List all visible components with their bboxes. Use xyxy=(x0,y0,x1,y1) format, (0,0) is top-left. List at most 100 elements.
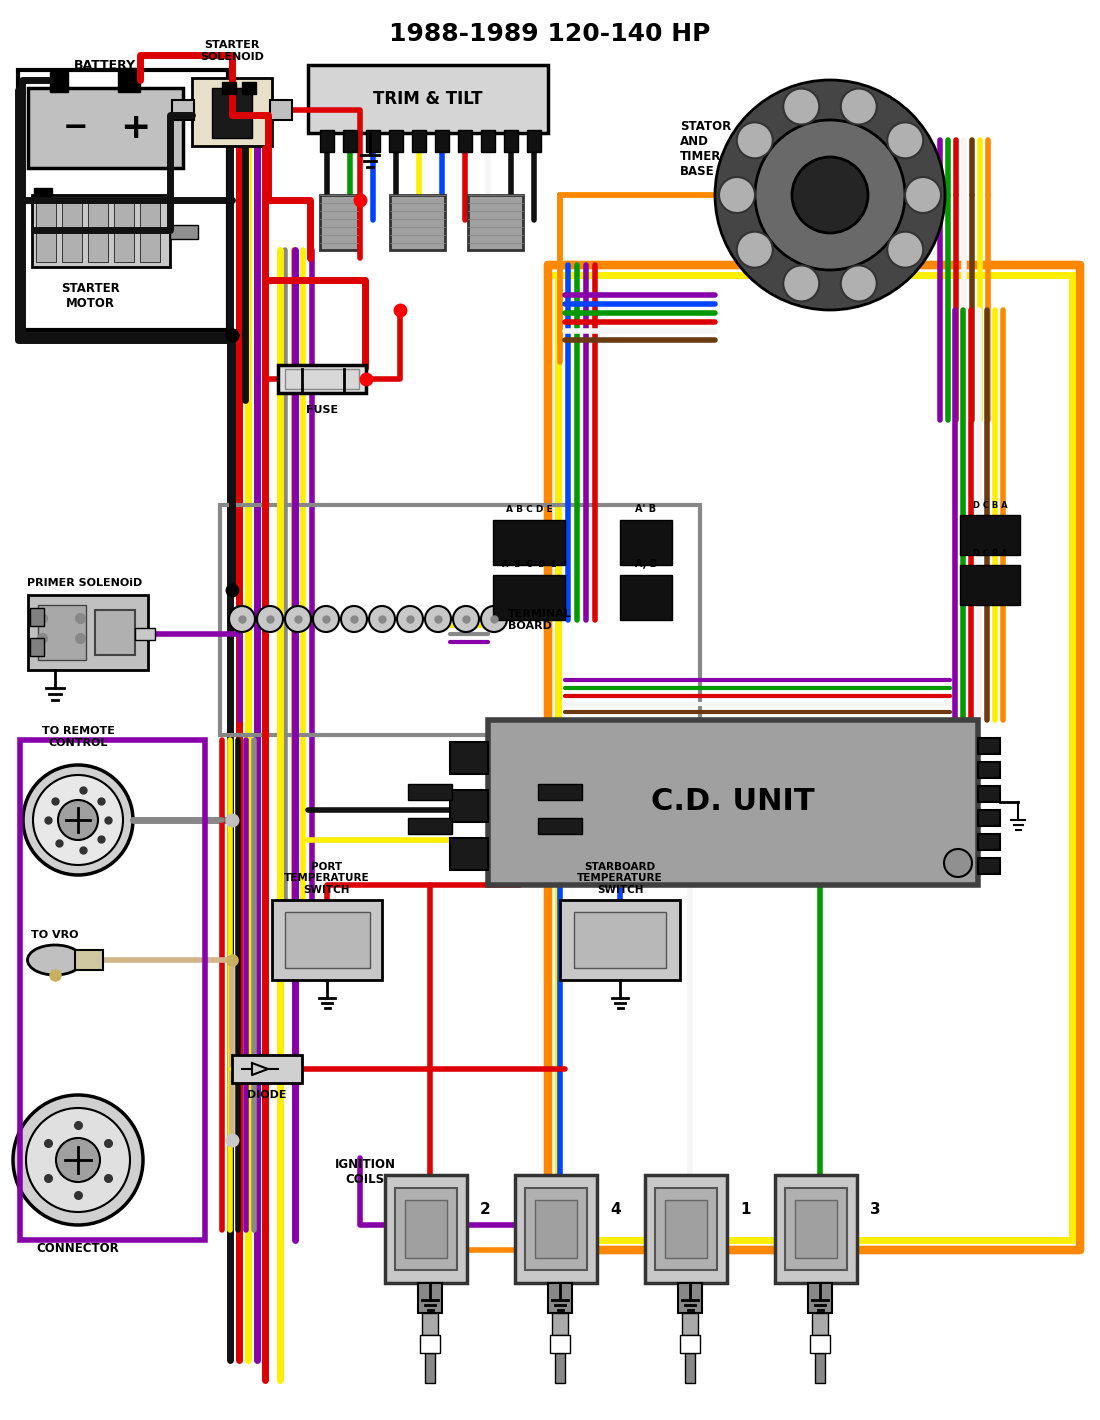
Text: DIODE: DIODE xyxy=(248,1091,287,1100)
Circle shape xyxy=(737,122,773,159)
Bar xyxy=(808,1284,832,1314)
Bar xyxy=(75,950,103,970)
Bar xyxy=(556,1353,565,1383)
Text: 2: 2 xyxy=(480,1203,491,1217)
Text: TRIM & TILT: TRIM & TILT xyxy=(373,89,483,108)
Circle shape xyxy=(425,606,451,632)
Text: STARBOARD
TEMPERATURE
SWITCH: STARBOARD TEMPERATURE SWITCH xyxy=(578,862,663,895)
Bar xyxy=(390,195,446,250)
Bar xyxy=(810,1335,830,1353)
Text: D C B A: D C B A xyxy=(972,550,1008,558)
Circle shape xyxy=(888,122,923,159)
Bar xyxy=(978,809,1000,826)
Text: 1988-1989 120-140 HP: 1988-1989 120-140 HP xyxy=(389,21,711,45)
Circle shape xyxy=(314,606,339,632)
Text: BATTERY: BATTERY xyxy=(74,60,136,72)
Bar xyxy=(422,1314,438,1335)
Circle shape xyxy=(33,775,123,865)
Circle shape xyxy=(944,849,972,878)
Text: TERMINAL
BOARD: TERMINAL BOARD xyxy=(508,609,572,630)
Text: TO VRO: TO VRO xyxy=(31,930,79,940)
Circle shape xyxy=(23,765,133,875)
Circle shape xyxy=(397,606,424,632)
Bar xyxy=(278,365,366,393)
Bar xyxy=(978,834,1000,851)
Bar xyxy=(28,88,183,168)
Bar xyxy=(450,743,488,774)
Bar xyxy=(62,200,82,263)
Bar xyxy=(552,1314,568,1335)
Circle shape xyxy=(840,266,877,301)
Bar xyxy=(960,565,1020,605)
Bar xyxy=(776,1174,857,1284)
Bar xyxy=(395,1189,456,1269)
Ellipse shape xyxy=(28,944,82,976)
Bar xyxy=(450,790,488,822)
Bar xyxy=(172,99,194,121)
Text: A, B: A, B xyxy=(635,559,657,569)
Bar xyxy=(620,520,672,565)
Text: CONNECTOR: CONNECTOR xyxy=(36,1242,120,1255)
Text: STARTER
MOTOR: STARTER MOTOR xyxy=(60,283,120,310)
Text: 1: 1 xyxy=(740,1203,750,1217)
Bar xyxy=(666,1200,707,1258)
Bar xyxy=(272,900,382,980)
Text: PRIMER SOLENOiD: PRIMER SOLENOiD xyxy=(28,578,143,588)
Bar xyxy=(140,200,159,263)
Circle shape xyxy=(285,606,311,632)
Text: −: − xyxy=(63,114,88,142)
Circle shape xyxy=(783,266,820,301)
Bar xyxy=(815,1353,825,1383)
Text: A' B: A' B xyxy=(636,504,657,514)
Circle shape xyxy=(341,606,367,632)
Bar xyxy=(654,1189,717,1269)
Bar xyxy=(408,784,452,799)
Bar xyxy=(285,912,370,968)
Text: TO REMOTE
CONTROL: TO REMOTE CONTROL xyxy=(42,727,114,748)
Bar xyxy=(682,1314,698,1335)
Bar xyxy=(493,575,565,621)
Bar xyxy=(30,608,44,626)
Text: PORT
TEMPERATURE
SWITCH: PORT TEMPERATURE SWITCH xyxy=(284,862,370,895)
Bar xyxy=(343,131,358,152)
Circle shape xyxy=(840,88,877,125)
Bar xyxy=(450,838,488,870)
Bar xyxy=(385,1174,468,1284)
Bar xyxy=(548,1284,572,1314)
Bar xyxy=(118,68,140,92)
Bar xyxy=(28,595,148,670)
Bar xyxy=(645,1174,727,1284)
Bar xyxy=(620,575,672,621)
Bar xyxy=(812,1314,828,1335)
Bar xyxy=(88,200,108,263)
Bar xyxy=(220,506,700,736)
Circle shape xyxy=(453,606,478,632)
Bar xyxy=(795,1200,837,1258)
Bar xyxy=(481,131,495,152)
Bar xyxy=(420,1335,440,1353)
Circle shape xyxy=(715,80,945,310)
Bar xyxy=(978,738,1000,754)
Text: A  B  C  D  E: A B C D E xyxy=(502,559,557,569)
Bar xyxy=(389,131,403,152)
Bar xyxy=(34,187,52,202)
Bar xyxy=(320,195,358,250)
Text: C.D. UNIT: C.D. UNIT xyxy=(651,788,815,816)
Bar xyxy=(408,818,452,834)
Bar xyxy=(535,1200,578,1258)
Bar xyxy=(308,65,548,133)
Bar xyxy=(412,131,426,152)
Bar xyxy=(515,1174,597,1284)
Bar xyxy=(36,200,56,263)
Bar xyxy=(212,88,252,138)
Bar xyxy=(574,912,666,968)
Circle shape xyxy=(719,178,755,213)
Circle shape xyxy=(368,606,395,632)
Circle shape xyxy=(56,1137,100,1181)
Bar xyxy=(405,1200,447,1258)
Circle shape xyxy=(257,606,283,632)
Text: A B C D E: A B C D E xyxy=(506,506,552,514)
Bar xyxy=(468,195,522,250)
Bar xyxy=(222,82,236,94)
Bar xyxy=(418,1284,442,1314)
